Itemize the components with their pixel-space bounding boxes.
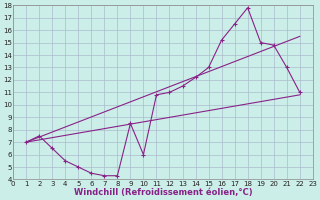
X-axis label: Windchill (Refroidissement éolien,°C): Windchill (Refroidissement éolien,°C) xyxy=(74,188,252,197)
